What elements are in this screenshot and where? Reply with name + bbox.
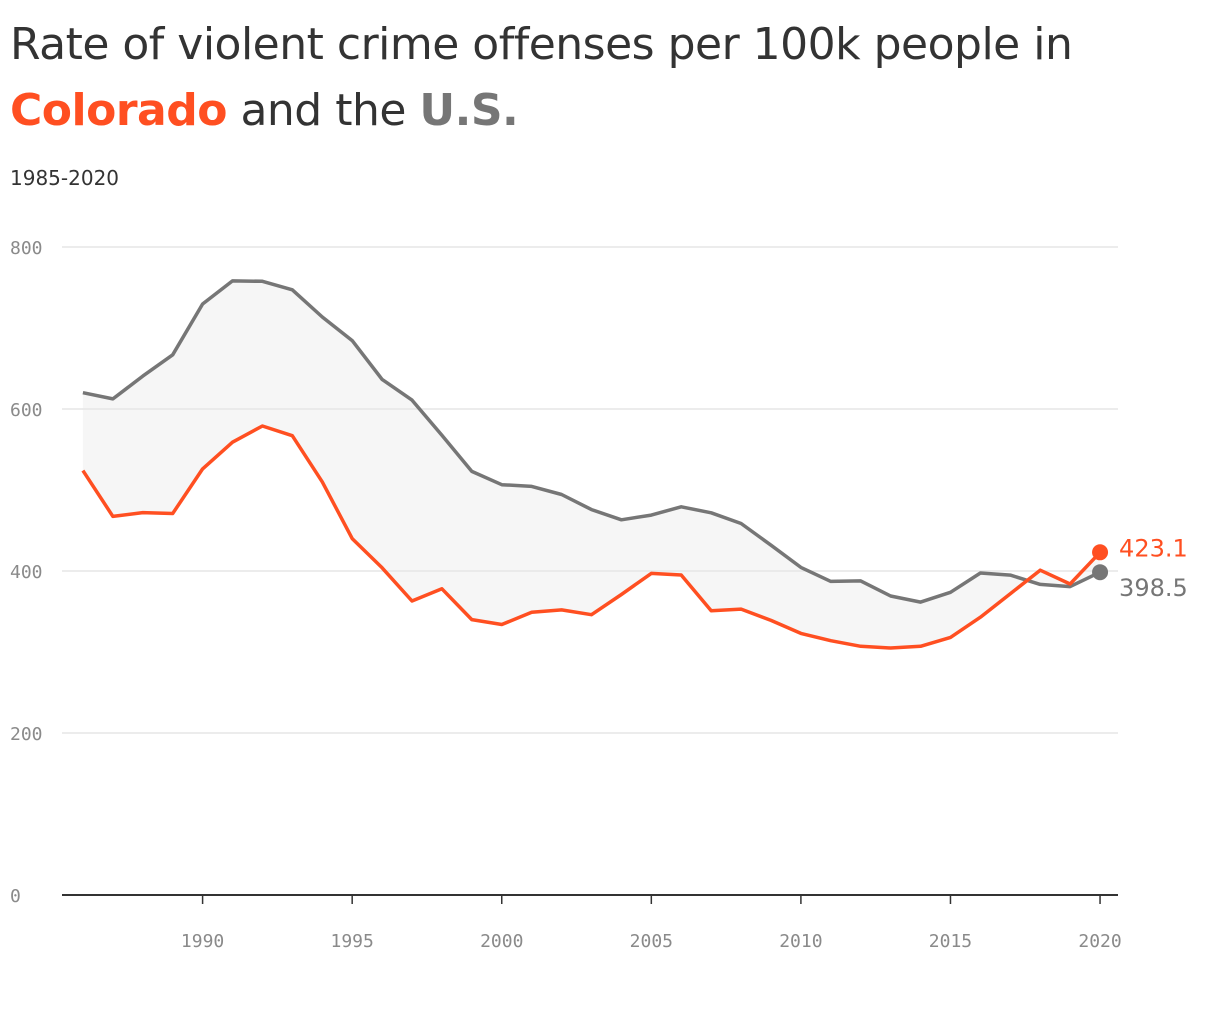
y-tick-label: 400 <box>10 562 43 583</box>
y-tick-label: 0 <box>10 886 21 907</box>
gap-band-area <box>82 280 1101 648</box>
chart-title: Rate of violent crime offenses per 100k … <box>10 12 1200 144</box>
colorado-series-line <box>81 424 1102 650</box>
colorado-end-value-label: 423.1 <box>1119 534 1188 562</box>
y-tick-label: 200 <box>10 724 43 745</box>
colorado-endpoint <box>1092 544 1109 561</box>
x-tick-label: 2020 <box>1078 931 1121 952</box>
x-tick-label: 2010 <box>779 931 822 952</box>
us-end-value-label: 398.5 <box>1119 574 1188 602</box>
x-tick-label: 2015 <box>929 931 972 952</box>
x-tick-label: 1995 <box>330 931 373 952</box>
title-and-the: and the <box>226 85 420 136</box>
x-tick-label: 1990 <box>181 931 224 952</box>
us-series-line <box>82 279 1101 604</box>
y-tick-label: 800 <box>10 238 43 259</box>
us-endpoint <box>1092 564 1109 581</box>
y-tick-label: 600 <box>10 400 43 421</box>
title-line-1: Rate of violent crime offenses per 100k … <box>10 19 1073 70</box>
chart-subtitle: 1985-2020 <box>10 166 120 190</box>
title-us-highlight: U.S. <box>419 85 519 136</box>
title-colorado-highlight: Colorado <box>10 85 227 136</box>
x-tick-label: 2005 <box>630 931 673 952</box>
x-tick-label: 2000 <box>480 931 523 952</box>
